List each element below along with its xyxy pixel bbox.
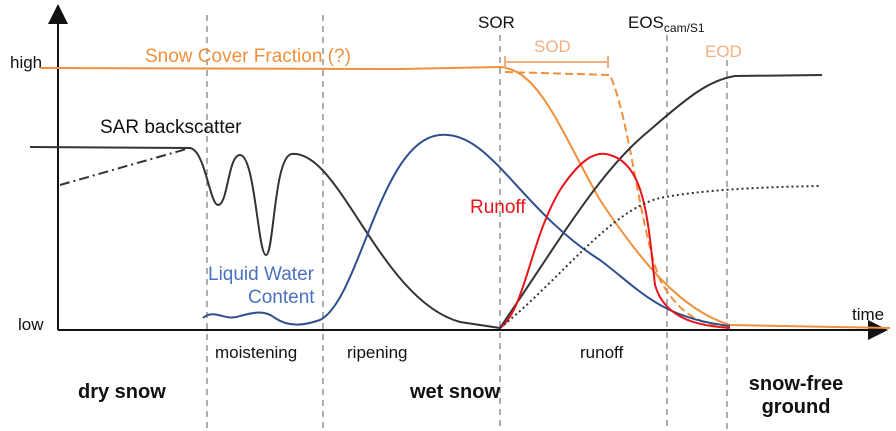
sod-bracket xyxy=(504,56,609,68)
snow-cover-label: Snow Cover Fraction (?) xyxy=(145,46,351,67)
sar-alt-curve xyxy=(59,147,191,186)
eos-label: EOScam/S1 xyxy=(628,13,705,35)
snow-cover-curve xyxy=(39,65,891,329)
state-label: wet snow xyxy=(409,381,500,403)
snow-cover-alt-curve xyxy=(504,71,731,328)
lwc-curve xyxy=(202,133,731,327)
phase-label: moistening xyxy=(215,343,297,362)
lwc-label: Liquid Water xyxy=(208,264,315,285)
state-label: snow-free xyxy=(749,373,843,395)
runoff-label: Runoff xyxy=(470,197,526,218)
state-label: ground xyxy=(762,396,831,418)
eod-label: EOD xyxy=(705,42,742,61)
sod-label: SOD xyxy=(534,37,571,56)
phase-label: ripening xyxy=(347,343,408,362)
x-label: time xyxy=(852,305,884,324)
runoff-curve xyxy=(499,152,731,329)
sar-curve xyxy=(29,74,823,330)
phase-dividers xyxy=(206,15,728,431)
eos-sub: cam/S1 xyxy=(664,21,705,35)
phase-label: runoff xyxy=(580,343,623,362)
sar-label: SAR backscatter xyxy=(100,117,242,138)
sor-label: SOR xyxy=(478,13,515,32)
y-high: high xyxy=(10,53,42,72)
eos-main: EOS xyxy=(628,13,664,32)
y-low: low xyxy=(18,315,44,334)
state-label: dry snow xyxy=(78,381,166,403)
lwc-label: Content xyxy=(248,287,315,308)
